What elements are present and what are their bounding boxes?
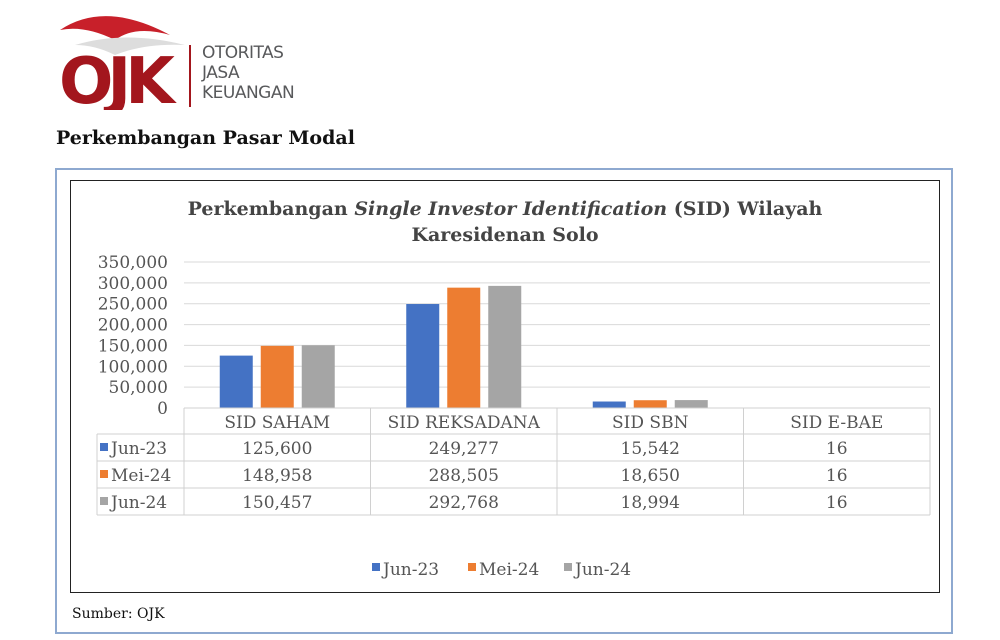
- y-tick-label: 200,000: [98, 316, 168, 336]
- data-label: 148,958: [242, 466, 312, 486]
- legend-label: Jun-23: [381, 560, 439, 580]
- series-label: Mei-24: [111, 466, 171, 486]
- chart-title: Perkembangan Single Investor Identificat…: [187, 198, 823, 246]
- series-label: Jun-24: [109, 493, 167, 513]
- y-tick-label: 250,000: [98, 295, 168, 315]
- category-label: SID SBN: [612, 413, 689, 433]
- svg-text:OJK: OJK: [59, 45, 177, 110]
- data-label: 16: [826, 493, 848, 513]
- y-tick-label: 50,000: [109, 378, 168, 398]
- legend-key-jun-24: [100, 497, 108, 505]
- bar-jun-24: [488, 285, 522, 408]
- y-tick-label: 100,000: [98, 357, 168, 377]
- source-note: Sumber: OJK: [72, 606, 165, 622]
- bar-mei-24: [260, 345, 294, 408]
- data-label: 18,994: [621, 493, 680, 513]
- series-label: Jun-23: [109, 439, 167, 459]
- bar-mei-24: [447, 287, 481, 408]
- category-label: SID SAHAM: [224, 413, 330, 433]
- data-label: 292,768: [429, 493, 499, 513]
- y-tick-label: 0: [157, 399, 168, 419]
- bar-jun-24: [674, 400, 708, 408]
- data-label: 18,650: [621, 466, 680, 486]
- data-label: 15,542: [621, 439, 680, 459]
- legend-swatch-jun-24: [564, 563, 572, 571]
- bar-jun-23: [406, 304, 440, 408]
- category-label: SID REKSADANA: [388, 413, 541, 433]
- ojk-logo: OJK OTORITAS JASA KEUANGAN: [55, 5, 325, 110]
- y-tick-label: 350,000: [98, 253, 168, 273]
- y-tick-label: 300,000: [98, 274, 168, 294]
- legend-label: Jun-24: [573, 560, 631, 580]
- data-label: 125,600: [242, 439, 312, 459]
- legend-swatch-jun-23: [372, 563, 380, 571]
- data-label: 16: [826, 466, 848, 486]
- data-label: 249,277: [429, 439, 499, 459]
- logo-line: OTORITAS: [202, 43, 284, 63]
- data-label: 150,457: [242, 493, 312, 513]
- legend-swatch-mei-24: [468, 563, 476, 571]
- bar-jun-23: [219, 355, 253, 408]
- legend-key-mei-24: [100, 470, 108, 478]
- y-tick-label: 150,000: [98, 336, 168, 356]
- bar-jun-24: [301, 345, 335, 408]
- legend-label: Mei-24: [479, 560, 539, 580]
- logo-line: JASA: [202, 63, 240, 83]
- logo-line: KEUANGAN: [202, 83, 295, 103]
- outer-frame: [55, 168, 953, 634]
- bar-jun-23: [592, 401, 626, 408]
- data-label: 16: [826, 439, 848, 459]
- chart-frame: [70, 180, 940, 593]
- legend-key-jun-23: [100, 443, 108, 451]
- ojk-logo-mark: OJK: [59, 16, 191, 110]
- category-label: SID E-BAE: [790, 413, 883, 433]
- bar-mei-24: [633, 400, 667, 408]
- page-title: Perkembangan Pasar Modal: [56, 127, 355, 149]
- data-label: 288,505: [429, 466, 499, 486]
